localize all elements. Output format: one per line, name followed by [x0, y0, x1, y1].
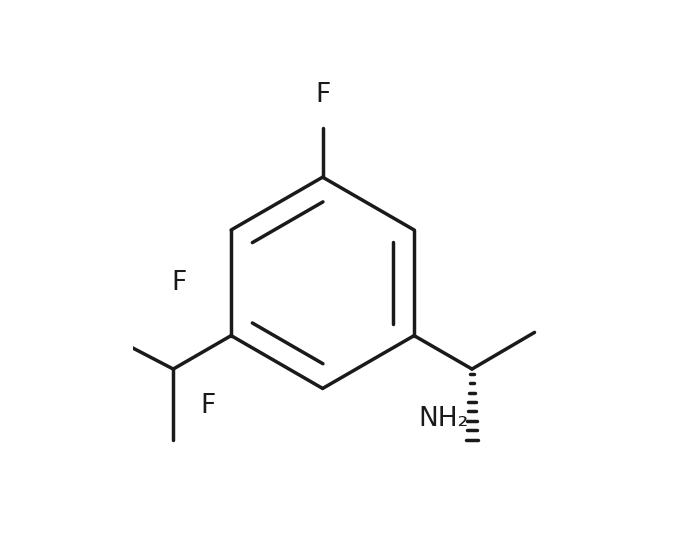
- Text: NH₂: NH₂: [418, 405, 469, 432]
- Text: F: F: [315, 82, 330, 108]
- Text: F: F: [172, 270, 187, 296]
- Text: F: F: [201, 393, 216, 419]
